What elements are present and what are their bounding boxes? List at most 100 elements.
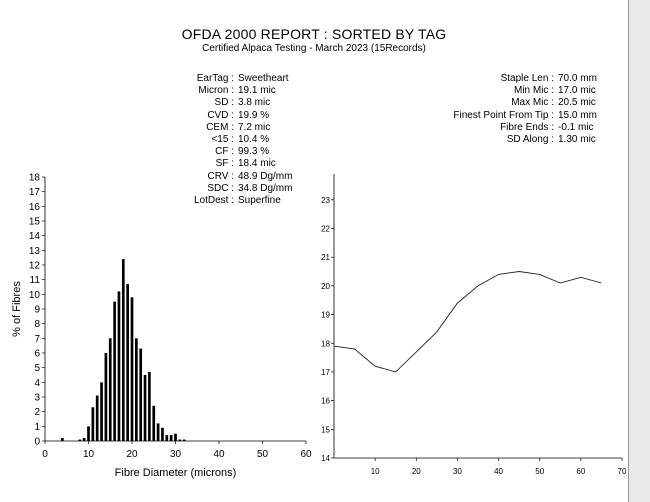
histogram-y-tick-label: 5 <box>34 363 40 374</box>
profile-y-tick-label: 15 <box>321 425 330 434</box>
stat-value: Superfine <box>238 195 281 207</box>
stat-label: <15 : <box>211 134 234 146</box>
stat-row-crv: CRV :48.9 Dg/mm <box>150 170 293 183</box>
stat-label: SD Along : <box>506 134 554 146</box>
histogram-bar <box>126 284 129 441</box>
histogram-y-tick-label: 7 <box>34 334 40 345</box>
stat-row-cf: CF : 99.3 % <box>150 146 292 158</box>
histogram-bar <box>152 405 156 441</box>
histogram-bar <box>61 438 64 441</box>
profile-y-tick-label: 19 <box>321 311 330 320</box>
report-title: OFDA 2000 REPORT : SORTED BY TAG <box>181 26 447 42</box>
stat-label: CRV : <box>207 170 235 182</box>
histogram-x-tick-label: 60 <box>300 449 312 460</box>
stat-row-sd-along: SD Along : 1.30 mic <box>400 134 597 146</box>
histogram-y-tick-label: 9 <box>34 305 40 316</box>
histogram-bar <box>139 348 143 441</box>
profile-x-tick-label: 40 <box>494 467 503 476</box>
stat-value: 7.2 mic <box>238 121 271 133</box>
histogram-y-tick-label: 14 <box>29 231 41 242</box>
stat-row-max-mic: Max Mic : 20.5 mic <box>400 97 597 109</box>
stat-row-lotdest: LotDest : Superfine <box>150 195 292 207</box>
histogram-y-tick-label: 0 <box>34 437 40 448</box>
histogram-x-tick-label: 40 <box>213 449 225 460</box>
stat-row-lt15: <15 : 10.4 % <box>150 134 292 146</box>
stat-row-sd: SD : 3.8 mic <box>150 97 292 109</box>
histogram-y-tick-label: 13 <box>29 246 41 257</box>
histogram-bar <box>130 297 134 441</box>
stat-value: 48.9 Dg/mm <box>238 170 293 182</box>
profile-y-tick-label: 23 <box>321 196 330 205</box>
profile-x-tick-label: 10 <box>371 467 380 476</box>
histogram-y-axis-label: % of Fibres <box>11 281 23 337</box>
histogram-bar <box>78 439 82 441</box>
histogram-y-tick-label: 16 <box>29 202 41 213</box>
histogram-bar <box>100 382 103 441</box>
stat-value: 18.4 mic <box>238 158 276 170</box>
histogram-bar <box>135 338 138 441</box>
histogram-bars <box>61 259 186 441</box>
histogram-y-tick-label: 12 <box>29 261 41 272</box>
histogram-y-tick-label: 4 <box>34 378 40 389</box>
histogram-bar <box>87 426 90 441</box>
stat-value: 3.8 mic <box>238 97 271 109</box>
stat-label: CEM : <box>206 121 234 133</box>
stat-row-min-mic: Min Mic : 17.0 mic <box>400 85 597 97</box>
stat-value: 20.5 mic <box>558 97 596 109</box>
stat-row-micron: Micron : 19.1 mic <box>150 85 292 97</box>
profile-x-tick-label: 70 <box>618 467 627 476</box>
histogram-x-tick-label: 50 <box>257 449 269 460</box>
profile-x-tick-label: 50 <box>535 467 544 476</box>
histogram-y-tick-label: 11 <box>30 275 41 286</box>
histogram-bar <box>108 338 112 441</box>
stat-row-fibre-ends: Fibre Ends : -0.1 mic <box>400 122 597 134</box>
stat-value: 99.3 % <box>238 146 270 158</box>
profile-y-tick-label: 21 <box>321 253 330 262</box>
histogram-y-tick-label: 8 <box>34 319 40 330</box>
profile-x-tick-label: 60 <box>576 467 585 476</box>
histogram-bar <box>91 407 95 441</box>
histogram-x-axis-label: Fibre Diameter (microns) <box>115 467 237 479</box>
profile-y-tick-label: 22 <box>321 225 330 234</box>
histogram-bar <box>156 423 160 441</box>
histogram-bar <box>95 395 99 441</box>
histogram-x-tick-label: 30 <box>170 449 182 460</box>
histogram-bar <box>178 439 182 441</box>
stat-label: SF : <box>215 158 234 170</box>
right-stats-table: Staple Len : 70.0 mm Min Mic : 17.0 mic Ma… <box>400 73 597 146</box>
stat-value: 1.30 mic <box>558 134 596 146</box>
stat-row-cvd: CVD : 19.9 % <box>150 110 292 122</box>
histogram-bar <box>161 427 164 441</box>
histogram-y-tick-label: 6 <box>34 349 40 360</box>
stat-value: 34.8 Dg/mm <box>238 182 293 194</box>
stat-value: 70.0 mm <box>558 73 597 84</box>
stat-value: Sweetheart <box>238 73 289 84</box>
histogram-bar <box>165 435 169 441</box>
profile-y-tick-label: 16 <box>321 397 330 406</box>
profile-y-tick-label: 17 <box>321 368 330 377</box>
histogram-y-tick-label: 3 <box>34 393 40 404</box>
stat-value: 17.0 mic <box>558 85 596 97</box>
histogram-bar <box>182 439 186 441</box>
stat-label: Finest Point From Tip : <box>453 109 554 121</box>
stat-value: -0.1 mic <box>558 121 594 133</box>
stat-row-staple-len: Staple Len : 70.0 mm <box>400 73 597 85</box>
left-stats-table: EarTag : Sweetheart Micron : 19.1 mic SD :… <box>150 73 293 207</box>
histogram-bar <box>169 435 173 441</box>
stat-label: SDC : <box>207 182 234 194</box>
histogram-bar <box>82 438 86 441</box>
profile-x-tick-label: 30 <box>453 467 462 476</box>
profile-y-tick-label: 14 <box>321 454 330 463</box>
profile-x-tick-label: 20 <box>412 467 421 476</box>
histogram-y-tick-label: 1 <box>34 422 40 433</box>
stat-value: 19.1 mic <box>238 85 276 97</box>
stat-label: Fibre Ends : <box>500 121 554 133</box>
histogram-y-tick-label: 18 <box>29 173 41 184</box>
histogram-bar <box>143 375 147 441</box>
stat-row-cem: CEM : 7.2 mic <box>150 122 292 134</box>
stat-label: Staple Len : <box>500 73 554 84</box>
profile-y-tick-label: 20 <box>321 282 330 291</box>
